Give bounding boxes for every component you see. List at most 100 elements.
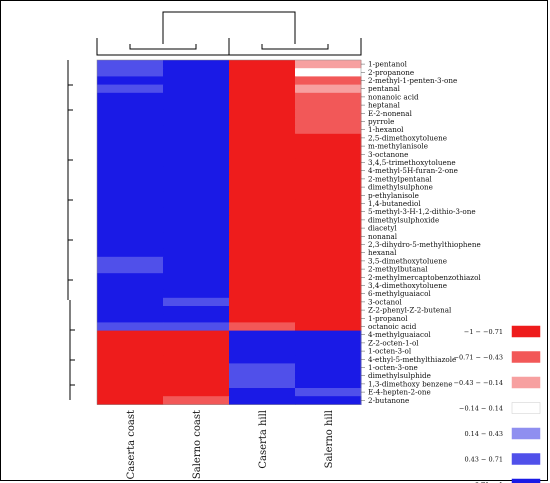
heatmap-cell [229, 207, 296, 217]
heatmap-cell [229, 273, 296, 282]
legend-swatch [511, 376, 541, 389]
row-label: 5-methyl-3-H-1,2-dithio-3-one [368, 207, 476, 216]
heatmap-cell [229, 281, 296, 291]
heatmap-cell [229, 215, 296, 225]
heatmap-cell [229, 388, 296, 397]
heatmap-cell [97, 84, 164, 94]
heatmap-cells [96, 59, 362, 405]
row-label: p-ethylanisole [368, 191, 419, 200]
row-label: hexanal [368, 248, 397, 257]
heatmap-cell [295, 117, 362, 127]
row-label: 1-hexanol [368, 125, 404, 134]
heatmap-cell [229, 199, 296, 209]
heatmap-cell [295, 371, 362, 381]
heatmap-cell [295, 133, 362, 143]
row-label: dimethylsulphide [368, 371, 431, 380]
heatmap-cell [229, 338, 296, 348]
row-label: 3,4-dimethoxytoluene [368, 281, 447, 290]
heatmap-cell [229, 109, 296, 118]
legend-label: −1 − −0.71 [464, 328, 503, 336]
legend-swatch [511, 325, 541, 338]
heatmap-cell [229, 174, 296, 184]
heatmap-cell [163, 355, 230, 364]
heatmap-cell [229, 150, 296, 159]
heatmap-cell [163, 265, 230, 274]
heatmap-cell [163, 289, 230, 299]
row-label: pyrrole [368, 117, 394, 126]
heatmap-cell [97, 150, 164, 159]
heatmap-cell [163, 183, 230, 192]
heatmap-cell [163, 281, 230, 291]
row-label: 1-octen-3-one [368, 363, 418, 372]
heatmap-cell [163, 256, 230, 266]
column-dendrogram [96, 11, 362, 56]
heatmap-cell [97, 248, 164, 258]
row-label: 2-butanone [368, 396, 409, 405]
heatmap-cell [295, 191, 362, 200]
heatmap-cell [295, 256, 362, 266]
heatmap-cell [97, 379, 164, 389]
heatmap-cell [229, 68, 296, 77]
legend-label: 0.43 − 0.71 [464, 456, 503, 464]
heatmap-cell [97, 142, 164, 151]
row-label: 2-methyl-1-penten-3-one [368, 76, 457, 85]
row-label: E-2-nonenal [368, 109, 413, 118]
heatmap-cell [295, 347, 362, 356]
heatmap-cell [229, 158, 296, 168]
legend-swatch [511, 402, 541, 414]
heatmap-cell [97, 133, 164, 143]
heatmap-cell [295, 76, 362, 86]
heatmap-cell [295, 265, 362, 274]
row-label: octanoic acid [368, 322, 417, 331]
row-label: 3-octanol [368, 297, 402, 306]
heatmap-cell [163, 347, 230, 356]
heatmap-cell [295, 125, 362, 135]
heatmap-cell [295, 396, 362, 405]
heatmap-cell [295, 158, 362, 168]
heatmap-cell [163, 388, 230, 397]
heatmap-cell [97, 199, 164, 209]
heatmap-cell [295, 84, 362, 94]
row-label: diacetyl [368, 224, 397, 233]
heatmap-cell [97, 232, 164, 241]
heatmap-cell [97, 215, 164, 225]
heatmap-cell [295, 289, 362, 299]
heatmap-cell [229, 133, 296, 143]
legend-label: −0.71 − −0.43 [454, 354, 503, 362]
heatmap-cell [163, 174, 230, 184]
legend-swatch [511, 453, 541, 465]
row-label: 4-methyl-5H-furan-2-one [368, 166, 458, 175]
heatmap-cell [295, 240, 362, 250]
heatmap-cell [163, 142, 230, 151]
heatmap-cell [229, 297, 296, 307]
legend-swatch [511, 478, 541, 483]
heatmap-cell [97, 355, 164, 364]
heatmap-cell [229, 363, 296, 373]
heatmap-cell [97, 101, 164, 110]
row-label: 2-methylmercaptobenzothiazol [368, 273, 481, 282]
heatmap-cell [163, 166, 230, 176]
heatmap-cell [97, 314, 164, 323]
heatmap-cell [163, 109, 230, 118]
heatmap-cell [295, 166, 362, 176]
legend-swatch [511, 427, 541, 440]
heatmap-cell [295, 224, 362, 233]
heatmap-cell [163, 92, 230, 102]
heatmap-cell [97, 224, 164, 233]
heatmap-cell [97, 76, 164, 86]
heatmap-cell [229, 92, 296, 102]
heatmap-cell [163, 76, 230, 86]
heatmap-cell [295, 273, 362, 282]
legend-label: −0.14 − 0.14 [459, 405, 503, 413]
heatmap-cell [97, 158, 164, 168]
row-label: 2-propanone [368, 68, 414, 77]
heatmap-cell [163, 306, 230, 315]
heatmap-cell [229, 322, 296, 332]
heatmap-cell [97, 322, 164, 332]
heatmap-cell [229, 240, 296, 250]
row-label: 3-octanone [368, 150, 408, 159]
heatmap-cell [97, 297, 164, 307]
column-labels: Caserta coast Salerno coast Caserta hill Sa… [126, 410, 335, 479]
heatmap-cell [163, 158, 230, 168]
heatmap-cell [229, 191, 296, 200]
